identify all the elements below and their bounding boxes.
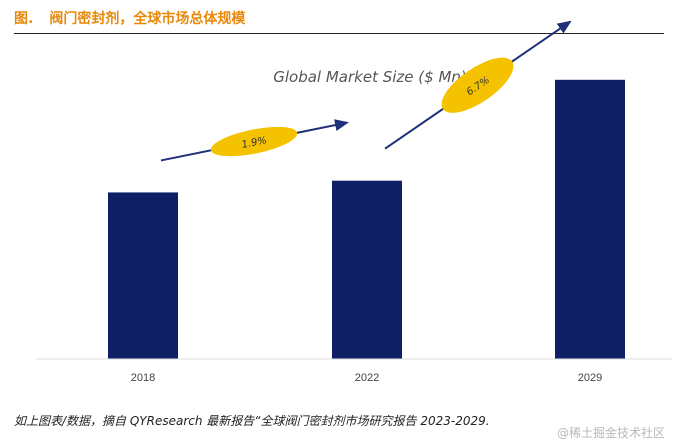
chart-title: Global Market Size ($ Mn) xyxy=(273,68,467,86)
bar-2029 xyxy=(555,79,625,360)
bar-2022 xyxy=(332,180,402,359)
source-note: 如上图表/数据，摘自 QYResearch 最新报告“全球阀门密封剂市场研究报告… xyxy=(14,414,490,428)
x-tick-label-2018: 2018 xyxy=(131,372,155,384)
figure-header: 图. 阀门密封剂，全球市场总体规模 xyxy=(14,8,664,34)
bar-2018 xyxy=(108,192,178,359)
figure-number: 图. xyxy=(14,11,34,27)
watermark: @稀土掘金技术社区 xyxy=(556,426,665,440)
growth-badge-1 xyxy=(210,126,298,157)
figure-title: 阀门密封剂，全球市场总体规模 xyxy=(49,11,246,27)
x-tick-label-2029: 2029 xyxy=(578,372,602,384)
x-tick-label-2022: 2022 xyxy=(355,372,379,384)
cagr-label-1: 1.9% xyxy=(241,135,268,151)
growth-badge-2 xyxy=(441,57,514,113)
